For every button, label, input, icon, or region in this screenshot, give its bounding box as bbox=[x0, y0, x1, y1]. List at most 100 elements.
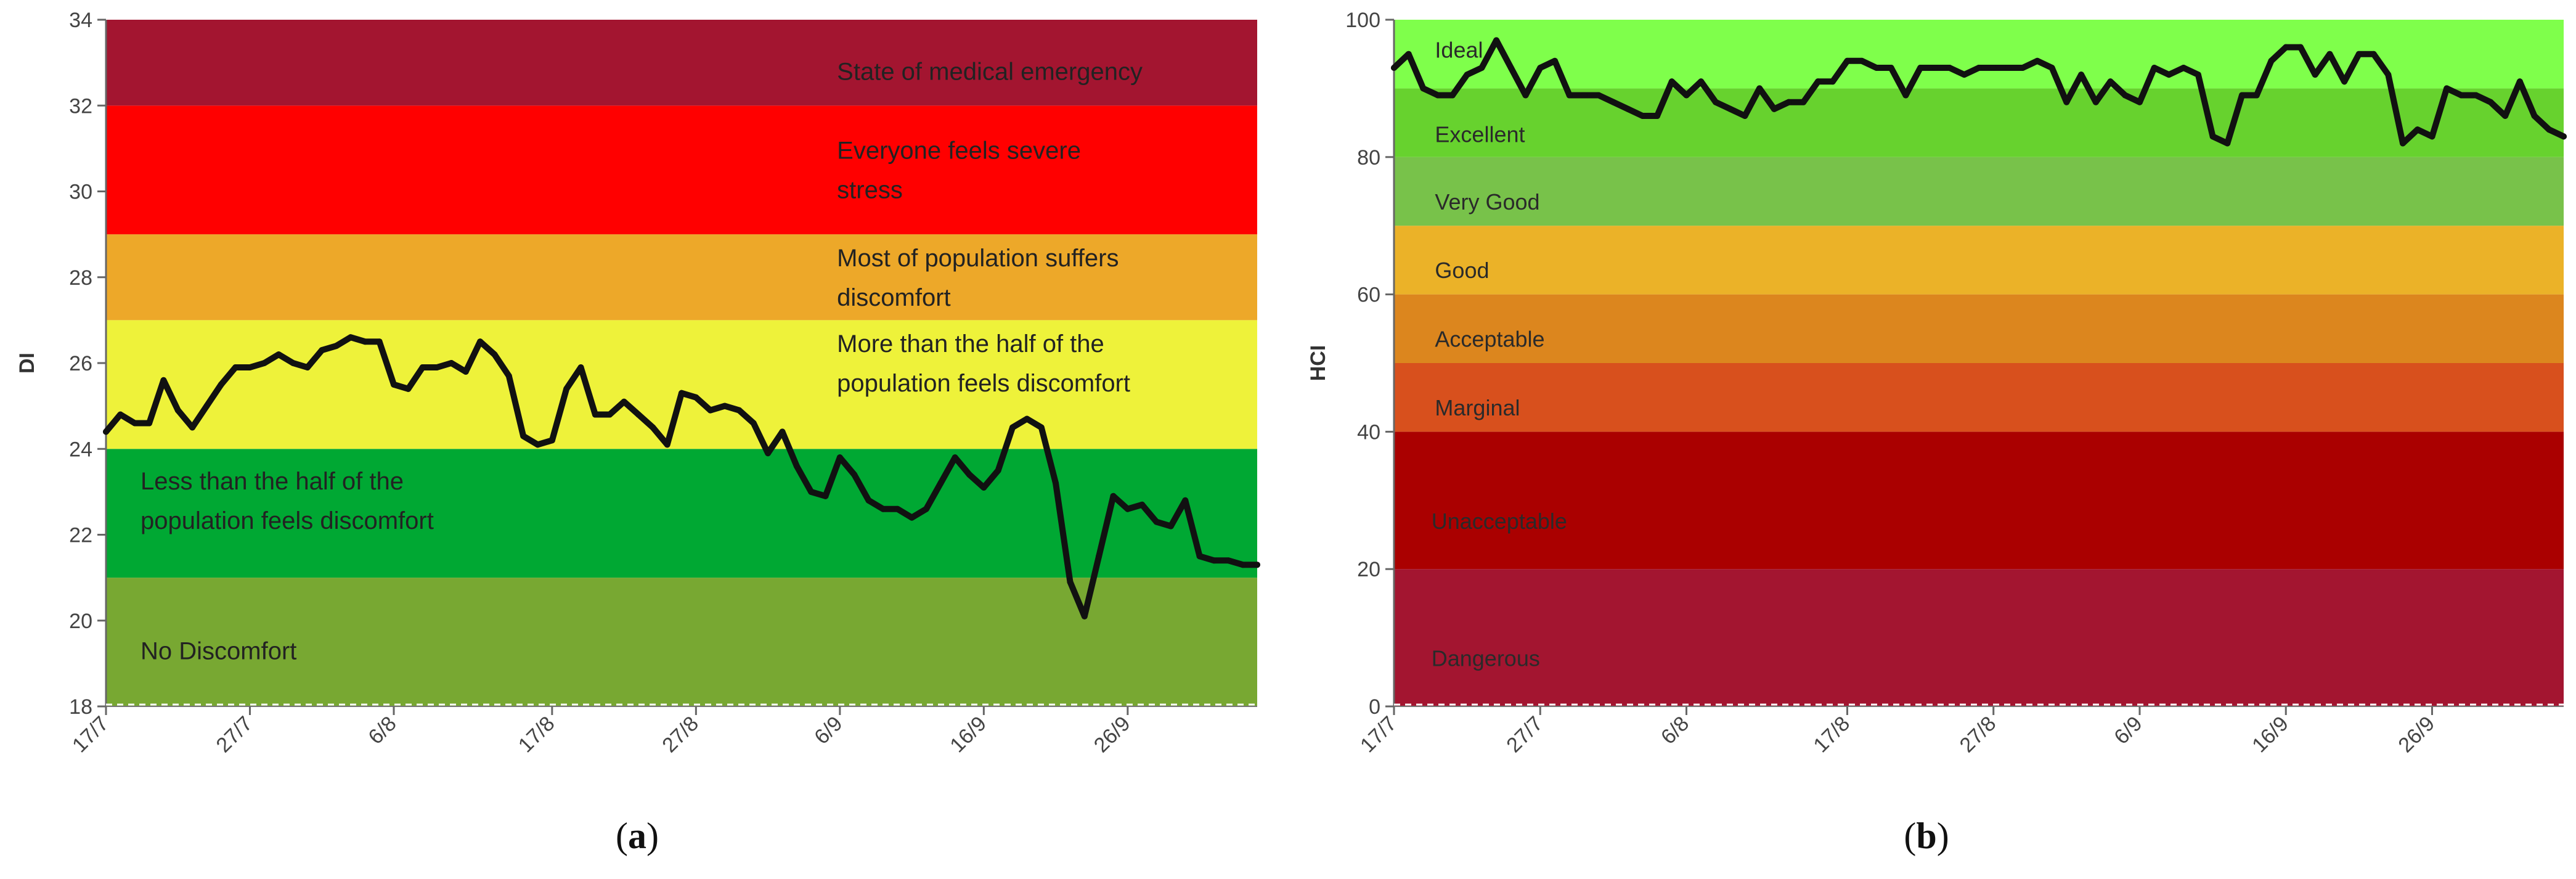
y-tick-label: 24 bbox=[69, 438, 92, 461]
data-point bbox=[1507, 64, 1514, 71]
data-point bbox=[1153, 518, 1160, 525]
band-2 bbox=[106, 320, 1257, 449]
x-tick-label: 6/8 bbox=[364, 712, 401, 749]
x-tick-label: 6/8 bbox=[1657, 712, 1694, 749]
data-point bbox=[2005, 64, 2011, 71]
data-point bbox=[1009, 424, 1016, 431]
band-1 bbox=[1394, 431, 2564, 570]
x-tick-label: 27/8 bbox=[658, 712, 703, 758]
band-4 bbox=[1394, 226, 2564, 295]
data-point bbox=[247, 364, 253, 370]
data-point bbox=[2355, 51, 2362, 57]
data-point bbox=[1139, 501, 1146, 508]
data-point bbox=[2487, 99, 2494, 105]
y-tick-label: 20 bbox=[1357, 558, 1380, 581]
data-point bbox=[1096, 553, 1103, 560]
data-point bbox=[534, 441, 541, 448]
data-point bbox=[1537, 64, 1544, 71]
data-point bbox=[1873, 64, 1880, 71]
y-tick-label: 26 bbox=[69, 352, 92, 375]
data-point bbox=[2531, 112, 2538, 119]
data-point bbox=[1727, 105, 1734, 112]
data-point bbox=[1391, 64, 1397, 71]
data-point bbox=[2180, 64, 2187, 71]
data-point bbox=[2472, 92, 2479, 99]
data-point bbox=[2502, 112, 2509, 119]
data-point bbox=[1124, 505, 1131, 512]
data-point bbox=[1990, 64, 1997, 71]
data-point bbox=[563, 385, 570, 392]
panel-label-a: (a) bbox=[616, 816, 659, 856]
data-point bbox=[1420, 85, 1427, 92]
data-point bbox=[203, 403, 210, 409]
x-tick-label: 17/8 bbox=[1809, 712, 1854, 758]
data-point bbox=[462, 368, 469, 375]
data-point bbox=[2209, 133, 2216, 140]
band-3 bbox=[1394, 294, 2564, 363]
data-point bbox=[261, 360, 267, 366]
data-point bbox=[160, 377, 167, 383]
data-point bbox=[2092, 99, 2099, 105]
y-tick-label: 60 bbox=[1357, 284, 1380, 307]
y-tick-label: 34 bbox=[69, 9, 92, 32]
data-point bbox=[1435, 92, 1441, 99]
data-point bbox=[1946, 64, 1953, 71]
band-label: Very Good bbox=[1435, 189, 1539, 215]
band-label: Dangerous bbox=[1432, 646, 1540, 671]
data-point bbox=[1110, 493, 1117, 499]
band-label: Unacceptable bbox=[1432, 509, 1567, 534]
data-point bbox=[1038, 424, 1045, 431]
y-tick-label: 80 bbox=[1357, 146, 1380, 170]
data-point bbox=[879, 505, 886, 512]
data-point bbox=[1239, 562, 1246, 568]
data-point bbox=[2312, 72, 2318, 78]
data-point bbox=[232, 364, 239, 370]
x-tick-label: 27/7 bbox=[1502, 712, 1547, 758]
data-point bbox=[2122, 92, 2129, 99]
data-point bbox=[290, 360, 296, 366]
band-label: population feels discomfort bbox=[141, 507, 434, 534]
band-label: Acceptable bbox=[1435, 327, 1544, 352]
data-point bbox=[2166, 72, 2172, 78]
band-label: Less than the half of the bbox=[141, 468, 404, 495]
data-point bbox=[1698, 78, 1705, 85]
data-point bbox=[347, 334, 354, 341]
data-point bbox=[1254, 562, 1260, 568]
data-point bbox=[2458, 92, 2464, 99]
data-point bbox=[2414, 126, 2421, 133]
data-point bbox=[808, 488, 815, 495]
data-point bbox=[908, 514, 915, 521]
x-tick-label: 16/9 bbox=[2248, 712, 2293, 758]
data-point bbox=[1756, 85, 1763, 92]
x-tick-label: 26/9 bbox=[1090, 712, 1135, 758]
data-point bbox=[1771, 105, 1777, 112]
data-point bbox=[218, 381, 224, 388]
data-point bbox=[1844, 57, 1851, 64]
data-point bbox=[2195, 72, 2201, 78]
data-point bbox=[174, 407, 181, 414]
x-tick-label: 27/8 bbox=[1955, 712, 2001, 758]
y-tick-label: 32 bbox=[69, 94, 92, 118]
band-5 bbox=[1394, 157, 2564, 226]
data-point bbox=[2268, 57, 2275, 64]
data-point bbox=[894, 505, 901, 512]
data-point bbox=[1610, 99, 1616, 105]
data-point bbox=[1167, 523, 1174, 529]
data-point bbox=[606, 411, 613, 418]
data-point bbox=[2370, 51, 2377, 57]
data-point bbox=[1024, 415, 1030, 422]
data-point bbox=[1800, 99, 1807, 105]
data-point bbox=[865, 497, 872, 504]
data-point bbox=[1785, 99, 1792, 105]
x-tick-label: 6/9 bbox=[2109, 712, 2146, 749]
data-point bbox=[1081, 613, 1088, 619]
band-0 bbox=[106, 578, 1257, 706]
y-tick-label: 100 bbox=[1345, 9, 1380, 32]
data-point bbox=[376, 338, 383, 345]
data-point bbox=[1225, 557, 1232, 564]
y-tick-label: 22 bbox=[69, 524, 92, 547]
data-point bbox=[2297, 44, 2304, 51]
data-point bbox=[189, 424, 196, 431]
data-point bbox=[1654, 112, 1661, 119]
data-point bbox=[793, 463, 800, 470]
